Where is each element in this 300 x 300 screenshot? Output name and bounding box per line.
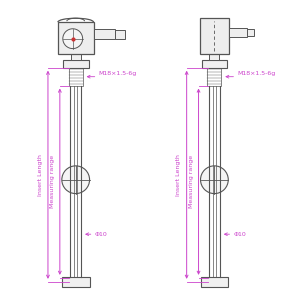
Bar bbox=[94, 29, 115, 39]
Bar bbox=[71, 54, 81, 60]
Bar bbox=[247, 29, 254, 36]
Bar bbox=[229, 28, 247, 37]
Bar bbox=[200, 18, 229, 54]
Bar bbox=[208, 68, 221, 85]
Bar bbox=[209, 54, 219, 60]
Text: Insert Length: Insert Length bbox=[176, 154, 181, 196]
Text: Measuring range: Measuring range bbox=[189, 155, 194, 208]
Circle shape bbox=[63, 29, 82, 49]
Bar bbox=[58, 22, 94, 54]
Text: M18×1.5-6g: M18×1.5-6g bbox=[98, 71, 137, 76]
Circle shape bbox=[62, 166, 90, 194]
Text: M18×1.5-6g: M18×1.5-6g bbox=[237, 71, 275, 76]
Text: Φ10: Φ10 bbox=[94, 232, 107, 237]
Text: Measuring range: Measuring range bbox=[50, 155, 56, 208]
Bar bbox=[202, 60, 227, 68]
Bar bbox=[115, 30, 125, 39]
Text: Φ10: Φ10 bbox=[233, 232, 246, 237]
Bar bbox=[63, 60, 88, 68]
Bar bbox=[62, 277, 90, 287]
Text: Insert Length: Insert Length bbox=[38, 154, 43, 196]
Bar bbox=[69, 68, 82, 85]
Bar bbox=[200, 277, 228, 287]
Circle shape bbox=[200, 166, 228, 194]
